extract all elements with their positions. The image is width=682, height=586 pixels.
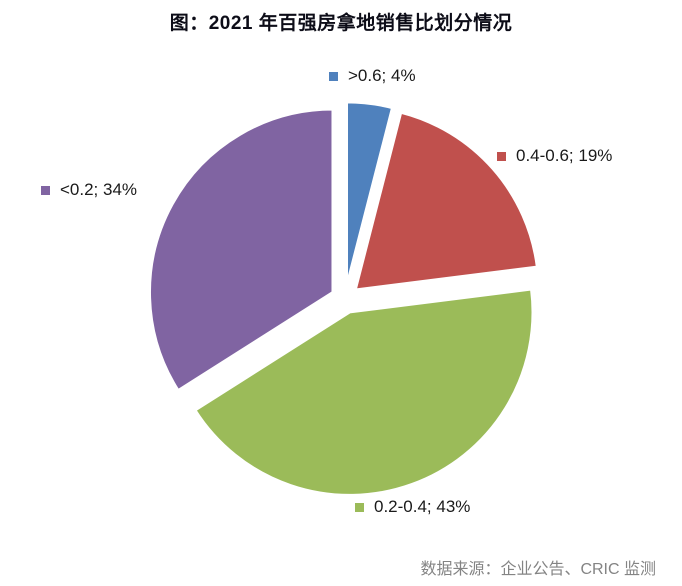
pie-label-0-2-0-4: 0.2-0.4; 43% [355,496,470,518]
legend-marker-0-4-0-6 [497,151,506,161]
legend-marker-0-2-0-4 [355,502,364,512]
chart-title: 图：2021 年百强房拿地销售比划分情况 [169,13,513,34]
pie-label-0-4-0-6: 0.4-0.6; 19% [497,145,612,167]
pie-label-gt-0-6: >0.6; 4% [329,65,416,87]
pie-slice-2 [193,287,534,497]
data-source: 数据来源：企业公告、CRIC 监测 [420,561,656,578]
pie-label-text-lt-0-2: <0.2; 34% [60,180,138,199]
pie-slice-1 [354,111,539,291]
pie-label-text-0-2-0-4: 0.2-0.4; 43% [374,497,471,516]
legend-marker-gt-0-6 [329,71,338,81]
pie-label-text-0-4-0-6: 0.4-0.6; 19% [516,146,613,165]
legend-marker-lt-0-2 [41,185,50,195]
pie-slice-0 [345,100,394,287]
pie-label-text-gt-0-6: >0.6; 4% [348,66,416,85]
pie-label-lt-0-2: <0.2; 34% [41,179,137,201]
pie-slice-3 [148,108,334,392]
